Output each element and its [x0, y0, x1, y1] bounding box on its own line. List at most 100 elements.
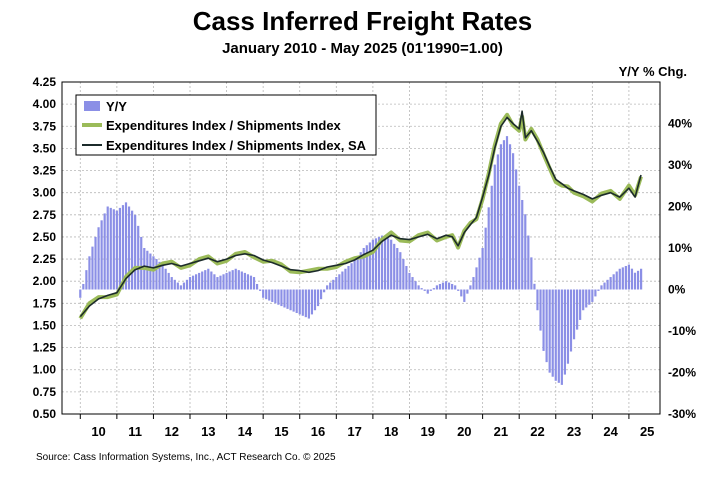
yoy-bar: [106, 206, 109, 290]
right-tick-label: 20%: [668, 200, 692, 214]
yoy-bar: [173, 279, 176, 290]
x-tick-label: 13: [201, 424, 215, 439]
yoy-bar: [600, 285, 603, 290]
yoy-bar: [109, 207, 112, 290]
yoy-bar: [423, 289, 426, 291]
yoy-bar: [307, 289, 310, 319]
yoy-bar: [524, 214, 527, 290]
yoy-bar: [79, 289, 82, 298]
yoy-bar: [295, 289, 298, 314]
yoy-bar: [630, 268, 634, 290]
yoy-bar: [179, 285, 182, 290]
left-tick-label: 3.50: [33, 141, 57, 155]
yoy-bar: [521, 199, 524, 290]
yoy-bar: [249, 275, 253, 290]
legend-box: [75, 94, 377, 156]
yoy-bar: [243, 272, 246, 290]
yoy-bar: [262, 289, 265, 298]
yoy-bar: [466, 289, 469, 294]
yoy-bar: [319, 289, 323, 300]
yoy-bar: [152, 256, 155, 290]
yoy-bar: [527, 235, 530, 290]
yoy-bar: [213, 274, 216, 290]
yoy-bars: [79, 136, 643, 385]
yoy-bar: [170, 277, 173, 290]
yoy-bar: [502, 140, 506, 290]
yoy-bar: [222, 274, 225, 290]
yoy-bar: [240, 271, 243, 290]
yoy-bar: [533, 283, 536, 290]
yoy-bar: [271, 289, 274, 302]
x-tick-label: 24: [603, 424, 618, 439]
yoy-bar: [444, 281, 448, 290]
yoy-bar: [268, 289, 271, 301]
yoy-bar: [323, 289, 326, 293]
yoy-bar: [575, 289, 579, 330]
yoy-bar: [103, 213, 106, 290]
yoy-bar: [560, 289, 563, 385]
left-tick-label: 1.25: [33, 341, 57, 355]
yoy-bar: [569, 289, 573, 352]
left-tick-label: 4.25: [33, 75, 57, 89]
yoy-bar: [463, 289, 466, 302]
yoy-bar: [530, 257, 533, 290]
left-tick-label: 1.75: [33, 296, 57, 310]
yoy-bar: [161, 264, 164, 290]
yoy-bar: [97, 227, 100, 290]
yoy-bar: [633, 272, 637, 290]
x-tick-label: 22: [530, 424, 544, 439]
yoy-bar: [155, 259, 158, 290]
yoy-bar: [432, 288, 435, 290]
yoy-bar: [216, 277, 219, 290]
yoy-bar: [277, 289, 280, 305]
yoy-bar: [201, 271, 204, 290]
yoy-bar: [429, 289, 432, 291]
right-tick-label: 0%: [668, 283, 686, 297]
chart-subtitle: January 2010 - May 2025 (01'1990=1.00): [222, 40, 503, 57]
yoy-bar: [557, 289, 560, 383]
yoy-bar: [204, 270, 207, 290]
yoy-bar: [499, 144, 502, 290]
left-tick-label: 2.75: [33, 208, 57, 222]
yoy-bar: [237, 270, 240, 290]
yoy-bar: [548, 289, 551, 373]
yoy-bar: [228, 271, 231, 290]
yoy-bar: [304, 289, 307, 318]
yoy-bar: [594, 289, 597, 297]
yoy-bar: [640, 268, 643, 290]
yoy-bar: [280, 289, 283, 307]
yoy-bar: [234, 268, 237, 290]
yoy-bar: [140, 236, 143, 290]
index-lines: [78, 110, 643, 320]
yoy-bar: [496, 154, 499, 290]
yoy-bar: [310, 289, 314, 315]
x-tick-label: 12: [164, 424, 178, 439]
yoy-bar: [198, 272, 201, 290]
yoy-bar: [490, 185, 493, 290]
yoy-bar: [365, 245, 368, 290]
x-tick-label: 16: [311, 424, 325, 439]
yoy-bar: [624, 265, 627, 290]
yoy-bar: [371, 239, 374, 290]
yoy-bar: [457, 289, 460, 291]
right-tick-label: -30%: [668, 407, 696, 421]
yoy-bar: [338, 274, 341, 290]
left-tick-label: 3.75: [33, 119, 57, 133]
right-axis-ticks: 40% 30% 20% 10% 0% -10% -20% -30%: [668, 117, 696, 422]
x-tick-label: 17: [347, 424, 361, 439]
yoy-bar: [435, 285, 438, 290]
yoy-bar: [505, 136, 509, 290]
yoy-bar: [536, 289, 539, 311]
yoy-bar: [207, 268, 210, 290]
legend-label-sa: Expenditures Index / Shipments Index, SA: [106, 138, 367, 153]
yoy-bar: [292, 289, 295, 312]
yoy-bar: [176, 282, 179, 290]
series-line-sa: [79, 110, 642, 318]
left-tick-label: 2.25: [33, 252, 57, 266]
yoy-bar: [609, 277, 612, 290]
legend-label-nsa: Expenditures Index / Shipments Index: [106, 118, 342, 133]
yoy-bar: [551, 289, 554, 377]
yoy-bar: [329, 282, 332, 290]
yoy-bar: [255, 283, 259, 290]
yoy-bar: [411, 277, 414, 290]
